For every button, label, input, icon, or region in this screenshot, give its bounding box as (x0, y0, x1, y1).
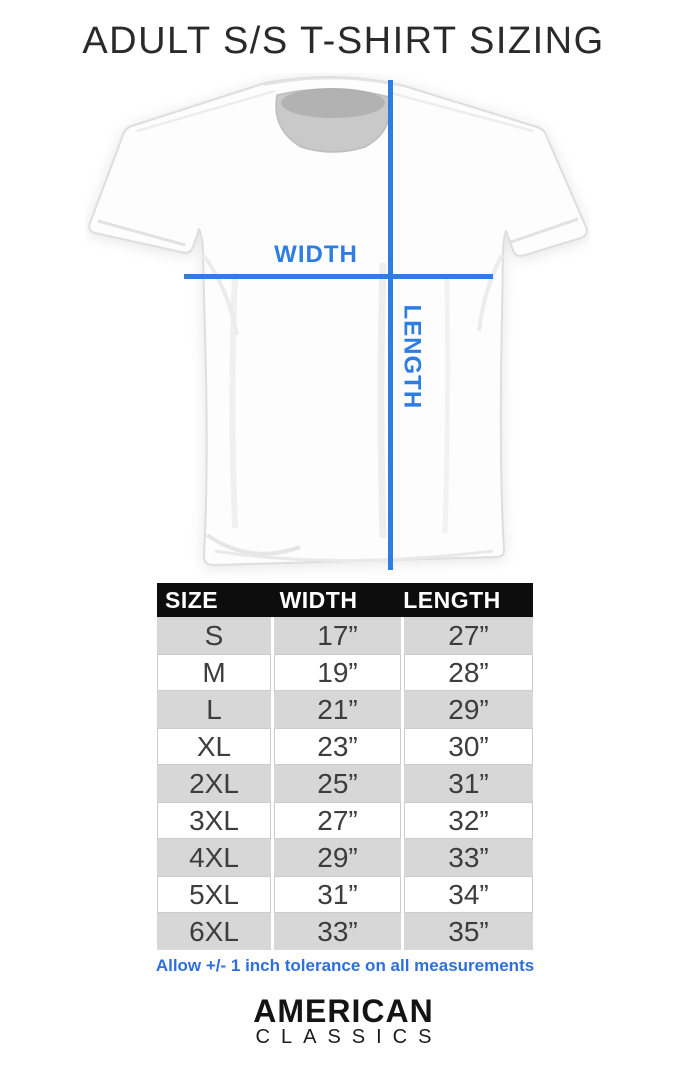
length-measure-line (388, 80, 393, 570)
width-cell: 33” (274, 913, 401, 950)
size-cell: XL (157, 728, 271, 765)
column-header-size: SIZE (165, 586, 219, 613)
underarm-shadow-right (477, 254, 504, 332)
hem-shadow (214, 549, 494, 562)
width-cell: 25” (274, 765, 401, 802)
tolerance-note: Allow +/- 1 inch tolerance on all measur… (155, 956, 535, 975)
width-cell: 23” (274, 728, 401, 765)
size-cell: 6XL (157, 913, 271, 950)
length-cell: 28” (404, 654, 533, 691)
width-cell: 19” (274, 654, 401, 691)
width-cell: 17” (274, 617, 401, 654)
table-row: 5XL 31” 34” (157, 876, 533, 913)
table-row: L 21” 29” (157, 691, 533, 728)
length-cell: 32” (404, 802, 533, 839)
tshirt-body (88, 76, 588, 566)
length-cell: 33” (404, 839, 533, 876)
table-row: 2XL 25” 31” (157, 765, 533, 802)
size-cell: 4XL (157, 839, 271, 876)
brand-name-classics: CLASSICS (255, 1026, 443, 1048)
column-header-length: LENGTH (403, 586, 501, 613)
sleeve-cuff-right (510, 217, 579, 244)
underarm-shadow-left (201, 253, 239, 336)
shoulder-seam-left (136, 89, 276, 133)
length-cell: 34” (404, 876, 533, 913)
length-label: LENGTH (398, 304, 426, 410)
column-header-width: WIDTH (279, 586, 358, 613)
width-cell: 27” (274, 802, 401, 839)
size-cell: 2XL (157, 765, 271, 802)
size-cell: S (157, 617, 271, 654)
shoulder-seam-right (390, 91, 534, 133)
page-title: ADULT S/S T-SHIRT SIZING (82, 20, 605, 62)
size-cell: 3XL (157, 802, 271, 839)
fold-shadow-2 (377, 262, 387, 539)
size-cell: M (157, 654, 271, 691)
tshirt-diagram (85, 73, 590, 578)
table-row: S 17” 27” (157, 617, 533, 654)
length-cell: 31” (404, 765, 533, 802)
collar-band (263, 77, 403, 87)
fold-shadow-1 (229, 272, 238, 529)
table-header-row: SIZE WIDTH LENGTH (157, 583, 533, 617)
width-cell: 29” (274, 839, 401, 876)
width-cell: 21” (274, 691, 401, 728)
brand-logo: AMERICAN CLASSICS (0, 995, 687, 1048)
hem-fold (205, 533, 301, 556)
sizing-table: SIZE WIDTH LENGTH S 17” 27” M 19” 28” L … (157, 583, 533, 950)
width-label: WIDTH (274, 241, 358, 268)
tshirt-illustration (88, 76, 588, 566)
brand-name-american: AMERICAN (253, 993, 434, 1029)
width-measure-line (184, 274, 493, 279)
collar-inner-shadow (281, 88, 385, 118)
size-cell: L (157, 691, 271, 728)
sleeve-cuff-left (97, 219, 186, 247)
length-cell: 27” (404, 617, 533, 654)
table-row: 6XL 33” 35” (157, 913, 533, 950)
table-row: M 19” 28” (157, 654, 533, 691)
fold-shadow-3 (442, 277, 451, 534)
length-cell: 30” (404, 728, 533, 765)
width-cell: 31” (274, 876, 401, 913)
table-row: XL 23” 30” (157, 728, 533, 765)
length-cell: 35” (404, 913, 533, 950)
table-row: 3XL 27” 32” (157, 802, 533, 839)
length-cell: 29” (404, 691, 533, 728)
table-row: 4XL 29” 33” (157, 839, 533, 876)
size-cell: 5XL (157, 876, 271, 913)
